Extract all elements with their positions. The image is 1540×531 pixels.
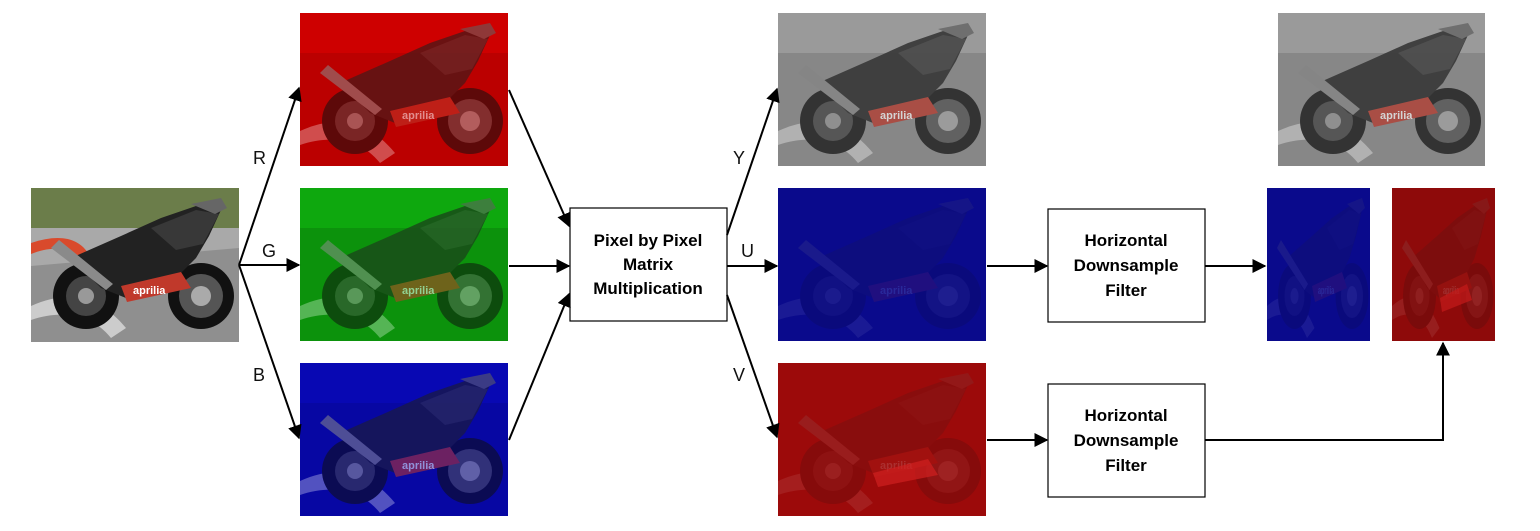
v-chroma-image xyxy=(778,363,986,516)
arrow-filter-to-v-output xyxy=(1205,341,1450,441)
arrow-source-to-red xyxy=(238,86,302,266)
luma-grayscale-image xyxy=(778,13,986,166)
red-channel-image xyxy=(300,13,508,166)
arrow-source-to-blue xyxy=(238,264,302,440)
downsample-u-line-3: Filter xyxy=(1105,281,1147,300)
label-y: Y xyxy=(733,148,745,168)
label-r: R xyxy=(253,148,266,168)
source-image xyxy=(31,188,239,342)
downsample-filter-u: Horizontal Downsample Filter xyxy=(1047,208,1206,323)
u-downsampled-image xyxy=(1267,188,1370,341)
downsample-v-line-2: Downsample xyxy=(1074,431,1179,450)
blue-channel-image xyxy=(300,363,508,516)
arrow-blue-to-matrix xyxy=(508,292,571,441)
arrow-red-to-matrix xyxy=(508,89,571,228)
downsample-u-line-1: Horizontal xyxy=(1084,231,1167,250)
matrix-line-2: Matrix xyxy=(623,255,674,274)
downsample-u-line-2: Downsample xyxy=(1074,256,1179,275)
label-u: U xyxy=(741,241,754,261)
label-g: G xyxy=(262,241,276,261)
luma-output-image xyxy=(1278,13,1485,166)
matrix-line-3: Multiplication xyxy=(593,279,703,298)
v-downsampled-image xyxy=(1392,188,1495,341)
downsample-filter-v: Horizontal Downsample Filter xyxy=(1047,383,1206,498)
matrix-line-1: Pixel by Pixel xyxy=(594,231,703,250)
arrow-matrix-to-v xyxy=(726,294,780,439)
matrix-multiplication-block: Pixel by Pixel Matrix Multiplication xyxy=(569,207,728,322)
arrow-matrix-to-y xyxy=(726,87,780,236)
u-chroma-image xyxy=(778,188,986,341)
downsample-v-line-3: Filter xyxy=(1105,456,1147,475)
label-v: V xyxy=(733,365,745,385)
downsample-v-line-1: Horizontal xyxy=(1084,406,1167,425)
green-channel-image xyxy=(300,188,508,341)
label-b: B xyxy=(253,365,265,385)
